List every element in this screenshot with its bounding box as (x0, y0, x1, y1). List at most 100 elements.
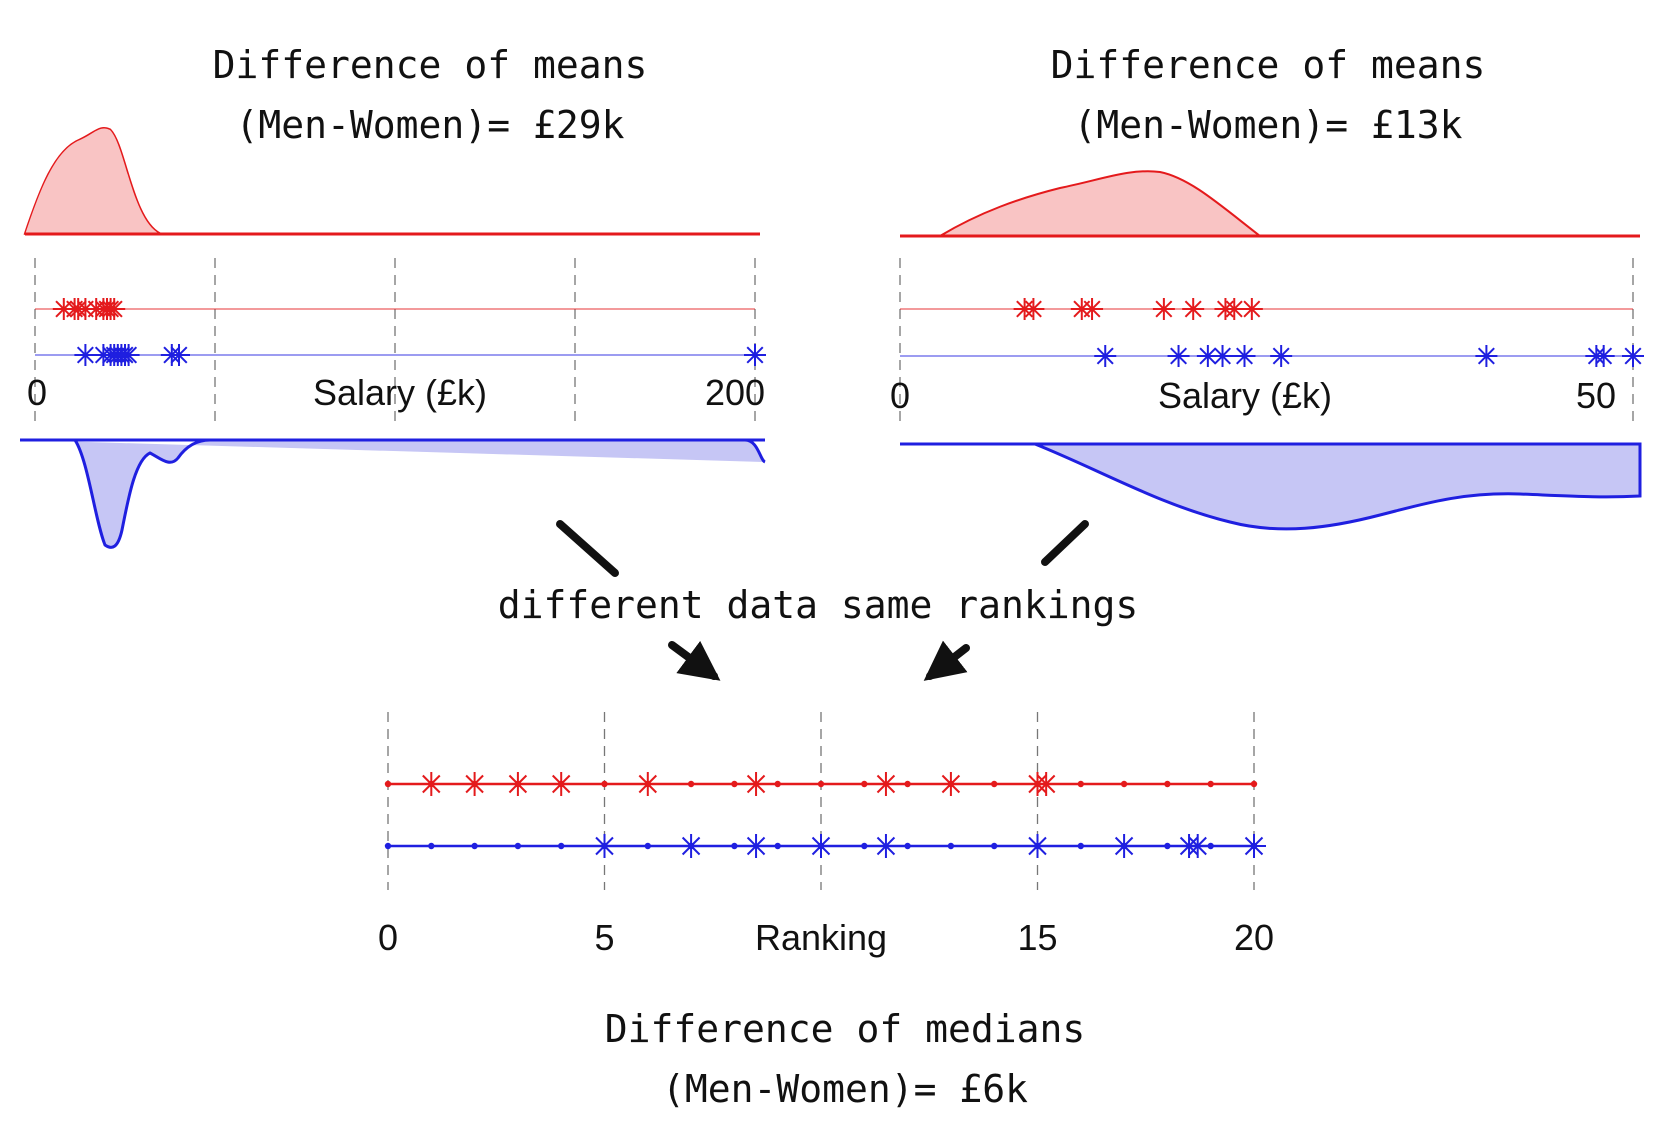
ranking-strip-chart: 0 5 Ranking 15 20 (378, 712, 1274, 958)
women-point-stroke (681, 836, 701, 856)
women-point (1233, 345, 1256, 367)
women-point (1185, 834, 1210, 858)
women-point (1242, 834, 1266, 858)
left-men-density-fill (25, 128, 160, 235)
men-point (873, 772, 898, 796)
women-point (809, 834, 833, 858)
men-rank-dot (601, 780, 608, 788)
women-rank-dot (471, 842, 478, 850)
left-women-density (20, 438, 766, 549)
women-point (168, 344, 190, 366)
women-rank-dot (1164, 842, 1171, 850)
women-point (1622, 345, 1644, 367)
right-men-density (936, 170, 1263, 237)
women-point-stroke (1595, 347, 1613, 365)
men-point (938, 772, 963, 796)
men-point (635, 772, 660, 796)
men-point-stroke (422, 774, 441, 794)
men-point-stroke (465, 774, 484, 794)
right-title-line1: Difference of means (1051, 43, 1486, 87)
women-point-stroke (595, 836, 614, 856)
middle-note: different data same rankings (498, 583, 1139, 627)
left-salary-panel (20, 126, 766, 549)
men-point-stroke (941, 774, 961, 794)
women-point-stroke (876, 836, 896, 856)
tick-label: 200 (705, 372, 765, 413)
arrow-left-lower (668, 640, 721, 681)
women-point (1475, 345, 1498, 367)
men-point-stroke (1083, 300, 1101, 318)
women-point-stroke (76, 346, 94, 364)
women-point (592, 834, 617, 858)
women-rank-dot (428, 842, 435, 850)
women-rank-dot (904, 842, 911, 850)
right-salary-panel (900, 170, 1642, 531)
men-rank-dot (774, 780, 781, 788)
men-point (744, 772, 769, 796)
men-point-stroke (1225, 300, 1243, 318)
women-point (117, 344, 140, 366)
men-point-stroke (1024, 300, 1042, 318)
women-point (873, 834, 898, 858)
women-point (1112, 834, 1137, 858)
men-point (1240, 298, 1263, 320)
men-rank-dot (991, 780, 998, 788)
women-point-stroke (811, 836, 831, 856)
men-rank-dot (1164, 780, 1171, 788)
left-strip-chart: 0 200 Salary (£k) (27, 258, 766, 425)
men-point (1182, 298, 1205, 320)
x-axis-label: Salary (£k) (1158, 375, 1332, 416)
men-point-stroke (1036, 774, 1056, 794)
women-point (1167, 345, 1190, 367)
arrow-left-upper (556, 520, 619, 577)
men-point-stroke (746, 774, 766, 794)
women-rank-dot (991, 842, 998, 850)
men-rank-dot (1207, 780, 1214, 788)
men-point (1034, 772, 1059, 796)
tick-label: 5 (594, 917, 614, 958)
men-rank-dot (687, 780, 695, 788)
tick-label: 0 (890, 375, 910, 416)
women-rank-dot (514, 842, 522, 850)
arrow-right-lower (923, 640, 970, 681)
women-point (1094, 345, 1117, 367)
men-point (1152, 298, 1175, 320)
women-rank-dot (384, 842, 392, 850)
bottom-title-line1: Difference of medians (605, 1007, 1085, 1051)
women-point (1270, 345, 1293, 367)
women-rank-dot (861, 842, 868, 850)
women-point (679, 834, 704, 858)
men-point-stroke (105, 300, 123, 318)
arrow-right-upper (1041, 520, 1089, 566)
men-rank-dot (1250, 780, 1258, 788)
right-women-density (1034, 442, 1642, 531)
women-rank-dot (1207, 842, 1214, 850)
x-axis-label: Salary (£k) (313, 372, 487, 413)
women-point-stroke (1214, 347, 1232, 365)
men-point (1081, 298, 1104, 320)
men-point (505, 772, 530, 796)
women-point (1592, 345, 1615, 367)
men-rank-dot (1077, 780, 1085, 788)
women-point (1211, 345, 1234, 367)
women-point-stroke (746, 836, 766, 856)
men-rank-dot (904, 780, 911, 788)
men-point-stroke (1155, 300, 1173, 318)
left-title-line2: (Men-Women)= £29k (236, 103, 625, 147)
women-point-stroke (1272, 347, 1290, 365)
women-point (744, 344, 766, 366)
men-rank-dot (384, 780, 392, 788)
women-point-stroke (1199, 347, 1217, 365)
men-point-stroke (638, 774, 657, 794)
women-point-stroke (1236, 347, 1253, 365)
women-rank-dot (558, 842, 565, 850)
women-rank-dot (947, 842, 955, 850)
men-point (549, 772, 574, 796)
tick-label: 20 (1234, 917, 1274, 958)
men-rank-dot (731, 780, 738, 788)
women-point (1025, 834, 1050, 858)
tick-label: 0 (378, 917, 398, 958)
tick-label: 15 (1017, 917, 1057, 958)
women-rank-dot (731, 842, 738, 850)
bottom-title-line2: (Men-Women)= £6k (662, 1067, 1028, 1111)
